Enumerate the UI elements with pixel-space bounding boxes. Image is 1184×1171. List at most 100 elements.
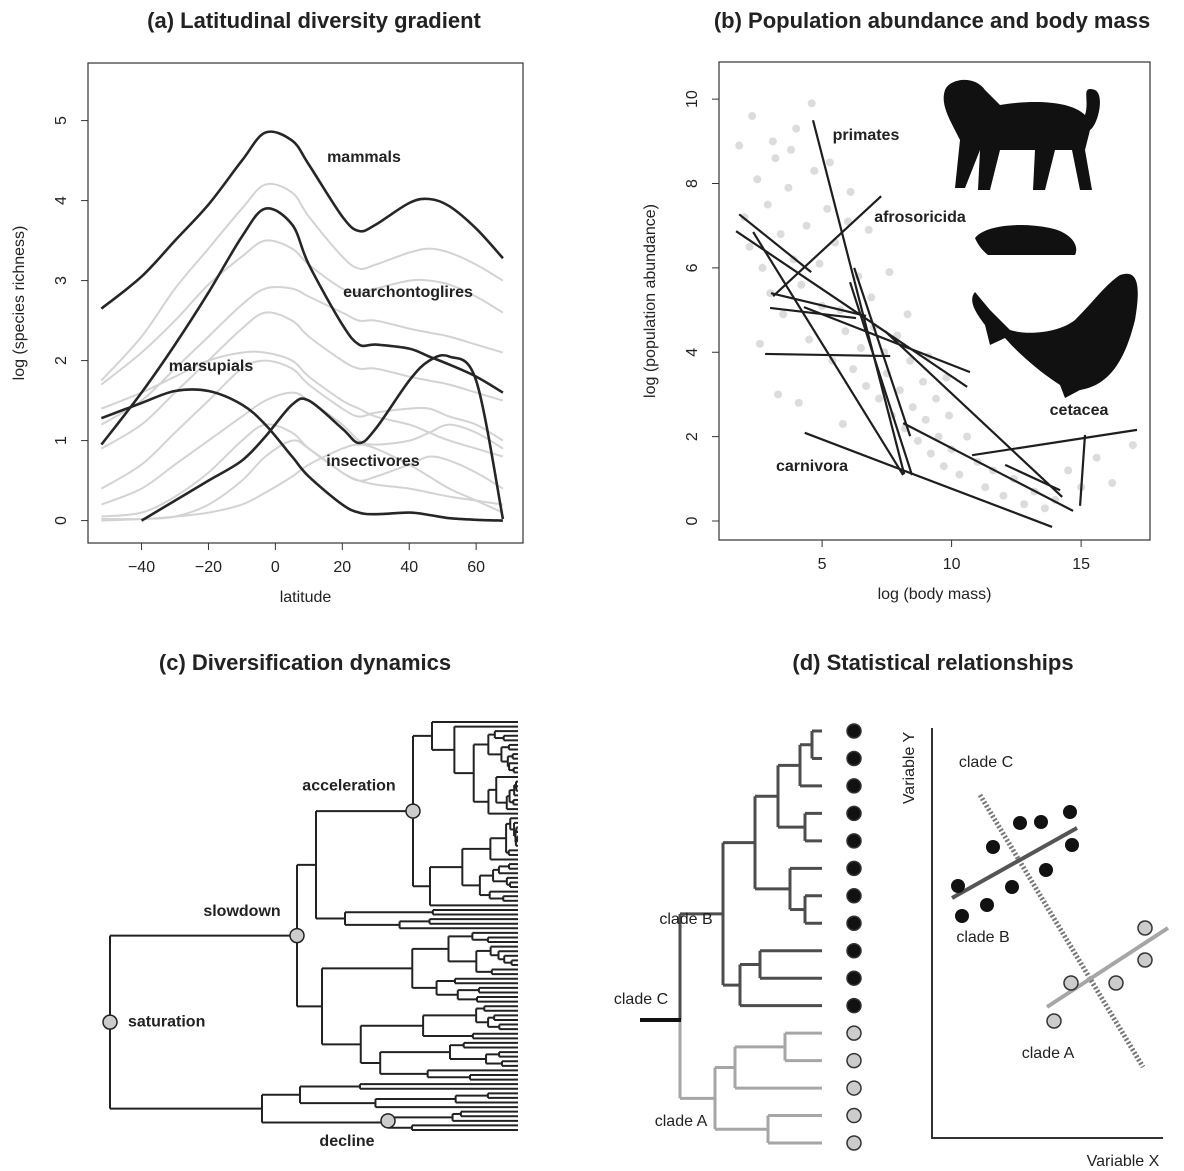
data-point xyxy=(841,327,850,336)
silhouettes xyxy=(943,79,1175,425)
x-tick-label: 5 xyxy=(818,556,827,573)
data-point xyxy=(776,230,785,239)
overall-trend xyxy=(977,793,1146,1069)
data-point xyxy=(755,339,764,348)
clade-label: clade B xyxy=(659,911,712,928)
x-tick-label: 20 xyxy=(333,559,351,576)
data-point xyxy=(838,419,847,428)
data-point xyxy=(758,263,767,272)
series-label: marsupials xyxy=(169,358,254,375)
y-tick-label: 5 xyxy=(53,116,70,125)
data-point xyxy=(932,394,941,403)
data-point xyxy=(797,280,806,289)
point xyxy=(1137,952,1153,968)
point xyxy=(1005,880,1019,894)
tip-state xyxy=(846,1135,862,1151)
point xyxy=(1013,816,1027,830)
y-tick-label: 10 xyxy=(684,90,701,108)
regression-line xyxy=(738,213,812,273)
tip-state xyxy=(846,723,862,739)
plot-label: clade A xyxy=(1022,1045,1075,1062)
x-tick-label: −20 xyxy=(195,559,222,576)
series-line xyxy=(101,443,504,521)
chart-title: (b) Population abundance and body mass xyxy=(714,8,1150,33)
data-point xyxy=(999,491,1008,500)
regression-line xyxy=(971,428,1138,457)
clade-b-trend xyxy=(951,826,1078,900)
clade-b-points xyxy=(951,805,1079,923)
data-point xyxy=(771,154,780,163)
clade-a-trend xyxy=(1045,926,1170,1009)
clade-label: cetacea xyxy=(1050,402,1109,419)
point xyxy=(1046,1013,1062,1029)
regression-line xyxy=(884,330,1063,498)
clade-label: afrosoricida xyxy=(874,209,966,226)
series-line xyxy=(101,391,504,506)
regression-line xyxy=(772,195,882,297)
tip-state xyxy=(846,778,862,794)
data-point xyxy=(955,470,964,479)
data-point xyxy=(849,365,858,374)
data-point xyxy=(1040,504,1049,513)
node-label: saturation xyxy=(128,1013,205,1030)
clade-label: clade A xyxy=(655,1113,708,1130)
x-tick-label: 60 xyxy=(467,559,485,576)
chart-title: (c) Diversification dynamics xyxy=(159,650,451,675)
plot-frame xyxy=(718,61,1151,541)
data-point xyxy=(945,411,954,420)
clade-a-points xyxy=(1046,920,1153,1029)
data-point xyxy=(1092,453,1101,462)
regression-line xyxy=(765,352,891,358)
x-tick-label: 0 xyxy=(271,559,280,576)
tip-state xyxy=(846,1052,862,1069)
chart-title: (d) Statistical relationships xyxy=(792,650,1073,675)
tip-state xyxy=(846,1107,862,1124)
point xyxy=(1063,805,1077,819)
point xyxy=(1108,975,1124,991)
series-line xyxy=(100,359,504,490)
node-label: acceleration xyxy=(302,777,395,794)
plot-label: clade C xyxy=(959,754,1013,771)
series-line xyxy=(100,311,504,450)
x-axis-label: latitude xyxy=(280,589,332,606)
whale-silhouette xyxy=(972,273,1138,398)
data-point xyxy=(753,175,762,184)
tip-state xyxy=(846,860,862,877)
series-line xyxy=(100,239,504,386)
data-point xyxy=(864,225,873,234)
tip-state xyxy=(846,997,862,1014)
regression-line xyxy=(1078,434,1087,506)
data-point xyxy=(846,187,855,196)
baboon-silhouette xyxy=(943,79,1100,190)
data-point xyxy=(745,242,754,251)
point xyxy=(986,840,1000,854)
series-line xyxy=(100,388,503,522)
y-axis-label: Variable Y xyxy=(901,732,918,805)
data-point xyxy=(735,141,744,150)
data-point xyxy=(1128,441,1137,450)
tip-state xyxy=(846,970,862,986)
data-point xyxy=(906,356,915,365)
y-tick-label: 3 xyxy=(53,276,70,285)
data-point xyxy=(963,432,972,441)
series-line xyxy=(101,350,504,458)
node-label: decline xyxy=(319,1133,374,1150)
data-point xyxy=(875,394,884,403)
regression-line xyxy=(752,231,905,476)
data-point xyxy=(856,344,865,353)
data-point xyxy=(1064,466,1073,475)
series-label: euarchontoglires xyxy=(343,284,473,301)
node-marker xyxy=(405,803,421,819)
data-point xyxy=(805,335,814,344)
data-point xyxy=(763,200,772,209)
data-point xyxy=(885,268,894,277)
regression-line xyxy=(804,431,1053,528)
node-label: slowdown xyxy=(203,903,280,920)
y-tick-label: 0 xyxy=(684,516,701,525)
series-line xyxy=(100,286,504,426)
x-tick-label: 10 xyxy=(943,556,961,573)
data-point xyxy=(779,310,788,319)
data-point xyxy=(908,403,917,412)
point xyxy=(955,909,969,923)
